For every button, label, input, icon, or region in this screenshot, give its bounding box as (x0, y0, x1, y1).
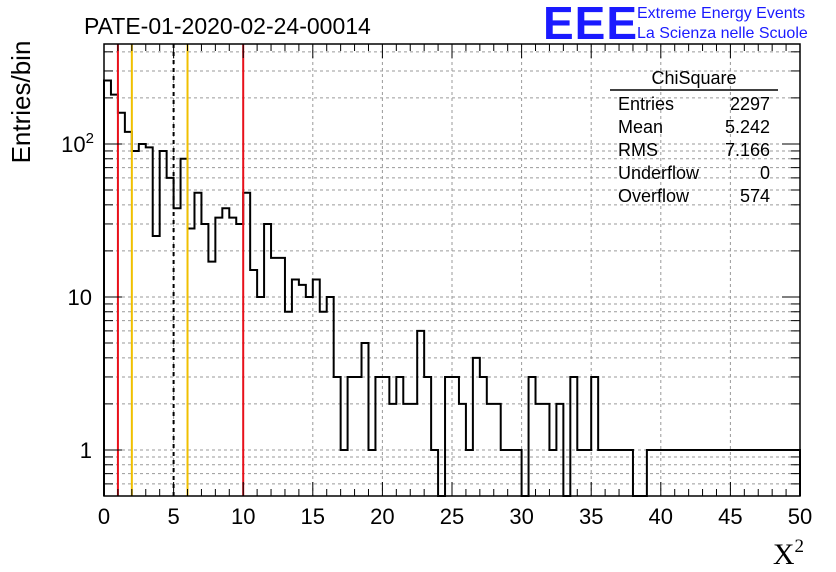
x-axis-label: X2 (773, 536, 804, 571)
histogram-outline (103, 79, 801, 497)
logo-line-1: Extreme Energy Events (637, 5, 806, 22)
x-tick-label: 20 (370, 504, 394, 529)
x-tick-label: 5 (167, 504, 179, 529)
x-tick-label: 15 (301, 504, 325, 529)
x-tick-label: 30 (509, 504, 533, 529)
stats-title: ChiSquare (651, 68, 736, 88)
stats-value: 2297 (730, 94, 770, 114)
x-tick-label: 10 (231, 504, 255, 529)
x-tick-label: 45 (718, 504, 742, 529)
stats-label: Overflow (618, 186, 690, 206)
x-tick-label: 50 (788, 504, 812, 529)
stats-value: 5.242 (725, 117, 770, 137)
logo-letters: EEE (543, 0, 639, 49)
x-tick-label: 25 (440, 504, 464, 529)
chart-title: PATE-01-2020-02-24-00014 (84, 13, 371, 39)
stats-value: 7.166 (725, 140, 770, 160)
x-tick-label: 35 (579, 504, 603, 529)
y-tick-label: 102 (61, 130, 94, 157)
x-tick-label: 0 (98, 504, 110, 529)
stats-label: Underflow (618, 163, 700, 183)
y-tick-label: 10 (68, 285, 92, 310)
stats-label: RMS (618, 140, 658, 160)
y-axis-label: Entries/bin (6, 41, 36, 164)
stats-label: Mean (618, 117, 663, 137)
logo-text: Extreme Energy Events La Scienza nelle S… (637, 4, 808, 44)
stats-value: 574 (740, 186, 770, 206)
y-tick-label: 1 (80, 438, 92, 463)
stats-value: 0 (760, 163, 770, 183)
stats-label: Entries (618, 94, 674, 114)
x-tick-label: 40 (649, 504, 673, 529)
logo-line-2: La Scienza nelle Scuole (637, 25, 808, 42)
